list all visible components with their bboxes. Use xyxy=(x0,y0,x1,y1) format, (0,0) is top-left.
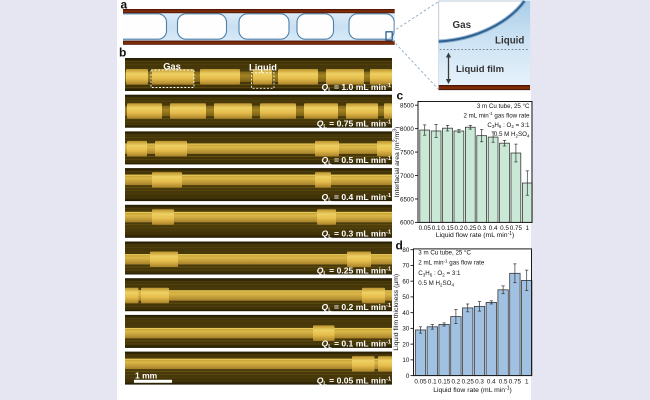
svg-text:Liquid film thickness (µm): Liquid film thickness (µm) xyxy=(393,274,400,351)
svg-text:QL = 0.05 mL min-1: QL = 0.05 mL min-1 xyxy=(317,375,391,387)
svg-text:0.25: 0.25 xyxy=(462,379,475,386)
svg-text:QL = 0.75 mL min-1: QL = 0.75 mL min-1 xyxy=(317,119,391,131)
svg-text:0.3: 0.3 xyxy=(475,379,484,386)
svg-text:1 mm: 1 mm xyxy=(135,370,158,380)
svg-text:50: 50 xyxy=(402,294,409,301)
svg-text:7000: 7000 xyxy=(400,173,414,180)
svg-text:0.1: 0.1 xyxy=(432,225,441,232)
svg-text:QL = 0.4 mL min-1: QL = 0.4 mL min-1 xyxy=(322,192,391,204)
svg-text:QL = 0.1 mL min-1: QL = 0.1 mL min-1 xyxy=(322,339,391,351)
svg-text:0.05: 0.05 xyxy=(414,379,427,386)
svg-text:C3H6 : O2 = 3:1: C3H6 : O2 = 3:1 xyxy=(487,122,530,129)
svg-text:7500: 7500 xyxy=(400,149,414,156)
svg-text:0.15: 0.15 xyxy=(441,225,454,232)
svg-text:c: c xyxy=(397,89,404,103)
svg-text:Liquid: Liquid xyxy=(495,36,524,47)
svg-text:Liquid film: Liquid film xyxy=(456,64,504,75)
svg-text:Interfacial area (m2/m3): Interfacial area (m2/m3) xyxy=(393,127,402,198)
svg-text:8500: 8500 xyxy=(400,103,414,110)
svg-text:0.2: 0.2 xyxy=(452,379,461,386)
svg-text:0.75: 0.75 xyxy=(509,379,522,386)
svg-text:Gas: Gas xyxy=(453,20,472,31)
svg-text:d: d xyxy=(396,239,403,253)
svg-text:QL = 0.25 mL min-1: QL = 0.25 mL min-1 xyxy=(317,265,391,277)
svg-text:Liquid flow rate (mL min-1): Liquid flow rate (mL min-1) xyxy=(436,231,515,239)
svg-text:60: 60 xyxy=(402,278,409,285)
svg-text:a: a xyxy=(121,0,128,12)
svg-text:0.75: 0.75 xyxy=(510,225,523,232)
svg-text:6500: 6500 xyxy=(400,196,414,203)
svg-text:40: 40 xyxy=(402,310,409,317)
svg-text:3 m Cu tube, 25 °C: 3 m Cu tube, 25 °C xyxy=(418,250,471,257)
svg-text:2 mL min-1 gas flow rate: 2 mL min-1 gas flow rate xyxy=(418,258,485,266)
svg-text:1: 1 xyxy=(525,379,529,386)
svg-text:0.25: 0.25 xyxy=(464,225,477,232)
svg-text:0.4: 0.4 xyxy=(487,379,496,386)
svg-text:QL = 0.2 mL min-1: QL = 0.2 mL min-1 xyxy=(322,302,391,314)
svg-text:1: 1 xyxy=(526,225,530,232)
svg-text:3 m Cu tube, 25 °C: 3 m Cu tube, 25 °C xyxy=(477,103,530,110)
svg-text:C3H6 : O2 = 3:1: C3H6 : O2 = 3:1 xyxy=(418,270,461,277)
svg-text:Liquid: Liquid xyxy=(249,62,277,72)
svg-text:0.5 M H2SO4: 0.5 M H2SO4 xyxy=(418,280,454,287)
svg-text:QL = 0.3 mL min-1: QL = 0.3 mL min-1 xyxy=(322,229,391,241)
svg-text:30: 30 xyxy=(402,326,409,333)
svg-text:0.5 M H2SO4: 0.5 M H2SO4 xyxy=(494,131,530,138)
svg-text:0.1: 0.1 xyxy=(428,379,437,386)
svg-text:Liquid flow rate (mL min-1): Liquid flow rate (mL min-1) xyxy=(433,385,512,393)
svg-text:0: 0 xyxy=(406,373,410,380)
svg-text:0.15: 0.15 xyxy=(438,379,451,386)
svg-text:70: 70 xyxy=(402,263,409,270)
svg-text:10: 10 xyxy=(402,357,409,364)
svg-text:6000: 6000 xyxy=(400,220,414,227)
svg-text:80: 80 xyxy=(402,247,409,254)
svg-text:0.5: 0.5 xyxy=(499,379,508,386)
svg-text:QL = 1.0 mL min-1: QL = 1.0 mL min-1 xyxy=(322,82,391,94)
svg-text:b: b xyxy=(119,46,126,60)
svg-text:0.05: 0.05 xyxy=(419,225,432,232)
svg-text:0.3: 0.3 xyxy=(477,225,486,232)
svg-text:8000: 8000 xyxy=(400,126,414,133)
svg-text:2 mL min-1 gas flow rate: 2 mL min-1 gas flow rate xyxy=(463,111,530,119)
svg-text:0.4: 0.4 xyxy=(489,225,498,232)
svg-text:0.2: 0.2 xyxy=(455,225,464,232)
svg-text:Gas: Gas xyxy=(163,62,181,72)
svg-text:0.5: 0.5 xyxy=(500,225,509,232)
svg-text:20: 20 xyxy=(402,341,409,348)
svg-text:QL = 0.5 mL min-1: QL = 0.5 mL min-1 xyxy=(322,155,391,167)
